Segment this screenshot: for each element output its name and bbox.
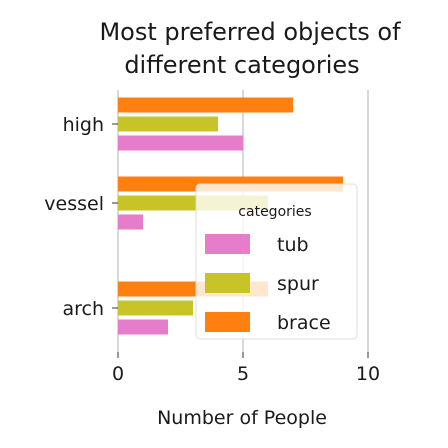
- x-tick-label-1: 5: [237, 363, 249, 385]
- legend-label-tub: tub: [277, 234, 309, 256]
- bar-vessel-tub: [118, 214, 143, 230]
- x-tick-label-2: 10: [356, 363, 380, 385]
- bar-high-brace: [118, 97, 293, 113]
- legend-box: [195, 183, 358, 340]
- legend-label-brace: brace: [277, 312, 331, 334]
- y-axis-ticks: arch vessel high: [44, 114, 118, 320]
- chart-title-line-2: different categories: [124, 51, 359, 79]
- legend-swatch-tub: [205, 234, 250, 254]
- legend: categories tub spur brace: [195, 183, 358, 340]
- y-tick-label-arch: arch: [62, 298, 104, 320]
- y-tick-label-vessel: vessel: [44, 193, 104, 215]
- chart-title-line-1: Most preferred objects of: [99, 18, 401, 46]
- legend-label-spur: spur: [277, 273, 319, 295]
- bar-high-spur: [118, 116, 218, 132]
- y-tick-label-high: high: [63, 114, 104, 136]
- bar-arch-tub: [118, 319, 168, 335]
- bar-arch-spur: [118, 300, 193, 316]
- x-tick-label-0: 0: [112, 363, 124, 385]
- x-axis-ticks: 0 5 10: [112, 352, 380, 385]
- bar-high-tub: [118, 135, 243, 151]
- legend-swatch-spur: [205, 273, 250, 293]
- legend-title: categories: [238, 204, 311, 220]
- legend-swatch-brace: [205, 312, 250, 332]
- x-axis-label: Number of People: [157, 407, 327, 429]
